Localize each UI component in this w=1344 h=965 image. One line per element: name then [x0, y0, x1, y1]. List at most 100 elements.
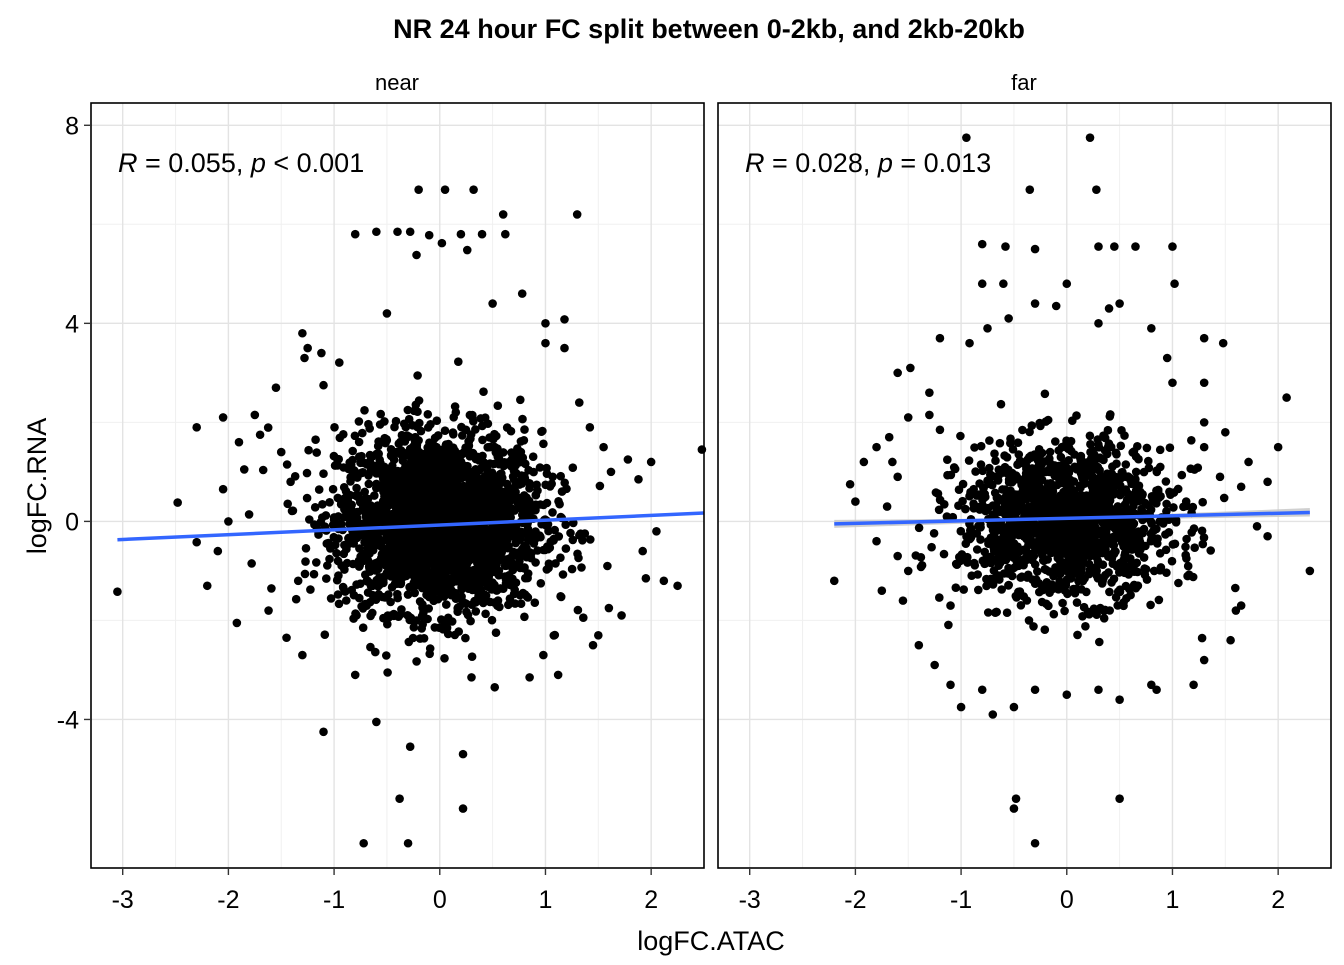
data-point — [1025, 529, 1035, 538]
data-point — [1086, 543, 1095, 553]
data-point — [528, 452, 538, 462]
data-point — [422, 566, 432, 576]
data-point — [432, 457, 441, 467]
data-point — [448, 428, 458, 437]
data-point — [298, 328, 307, 338]
data-point — [1030, 244, 1040, 254]
data-point — [471, 598, 480, 607]
data-point — [458, 431, 467, 440]
data-point — [652, 527, 661, 536]
data-point — [350, 229, 360, 239]
data-point — [435, 542, 445, 552]
data-point — [979, 483, 988, 492]
data-point — [972, 491, 982, 500]
data-point — [1108, 462, 1117, 471]
data-point — [967, 571, 976, 580]
data-point — [1009, 702, 1019, 712]
data-point — [1097, 537, 1106, 547]
panel-near-p-value: < 0.001 — [266, 148, 364, 178]
data-point — [1095, 637, 1104, 647]
data-point — [438, 512, 448, 521]
data-point — [1231, 583, 1240, 593]
regression-line — [117, 511, 705, 542]
data-point — [1018, 425, 1027, 435]
data-point — [334, 454, 344, 464]
data-point — [1104, 304, 1114, 313]
x-tick-label: -1 — [323, 886, 345, 914]
data-point — [372, 717, 381, 727]
data-point — [404, 637, 414, 647]
data-point — [517, 474, 527, 484]
data-point — [537, 427, 546, 437]
data-point — [539, 650, 548, 660]
data-point — [970, 443, 979, 452]
data-point — [586, 535, 595, 544]
data-point — [403, 838, 413, 848]
data-point — [1161, 477, 1171, 486]
data-point — [461, 496, 471, 506]
data-point — [556, 471, 565, 481]
data-point — [1025, 427, 1034, 437]
data-point — [511, 533, 521, 543]
data-point — [976, 523, 985, 532]
data-point — [347, 532, 356, 542]
data-point — [533, 486, 542, 495]
data-point — [522, 493, 531, 502]
data-point — [956, 431, 965, 441]
data-point — [467, 652, 477, 661]
data-point — [1182, 534, 1191, 544]
data-point — [323, 561, 332, 570]
data-point — [440, 654, 449, 663]
data-point — [477, 544, 487, 554]
data-point — [888, 457, 897, 467]
data-point — [420, 539, 430, 549]
data-point — [1085, 133, 1095, 142]
data-point — [1305, 566, 1315, 576]
data-point — [276, 447, 286, 457]
data-point — [956, 526, 966, 536]
panel-far-r-value: = 0.028, — [765, 148, 878, 178]
data-point — [415, 418, 424, 428]
data-point — [439, 575, 449, 584]
data-point — [1072, 584, 1081, 593]
data-point — [358, 623, 368, 632]
data-point — [342, 558, 352, 568]
data-point — [991, 456, 1000, 466]
data-point — [423, 410, 433, 419]
data-point — [1045, 588, 1054, 597]
data-point — [482, 481, 492, 491]
data-point — [444, 526, 454, 535]
data-point — [456, 229, 466, 239]
data-point — [373, 501, 382, 510]
data-point — [1018, 558, 1028, 567]
data-point — [511, 487, 520, 497]
data-point — [1144, 456, 1153, 466]
data-point — [1068, 535, 1078, 545]
data-point — [452, 531, 462, 541]
x-tick-label: 2 — [1271, 886, 1285, 914]
data-point — [302, 493, 312, 503]
data-point — [525, 484, 534, 493]
data-point — [425, 649, 435, 659]
data-point — [411, 457, 421, 467]
panel-near-trend — [117, 511, 705, 542]
data-point — [1116, 507, 1125, 516]
data-point — [556, 592, 566, 602]
data-point — [367, 466, 377, 476]
data-point — [949, 463, 959, 472]
data-point — [1146, 600, 1155, 610]
data-point — [544, 526, 553, 536]
data-point — [511, 461, 520, 470]
data-point — [1169, 488, 1179, 497]
data-point — [365, 450, 375, 460]
data-point — [414, 436, 423, 445]
data-point — [358, 428, 367, 438]
data-point — [464, 556, 474, 565]
data-point — [1147, 492, 1157, 501]
data-point — [384, 613, 393, 622]
data-point — [501, 229, 510, 239]
data-point — [829, 576, 839, 586]
data-point — [458, 749, 468, 759]
data-point — [925, 388, 934, 397]
data-point — [539, 439, 548, 449]
